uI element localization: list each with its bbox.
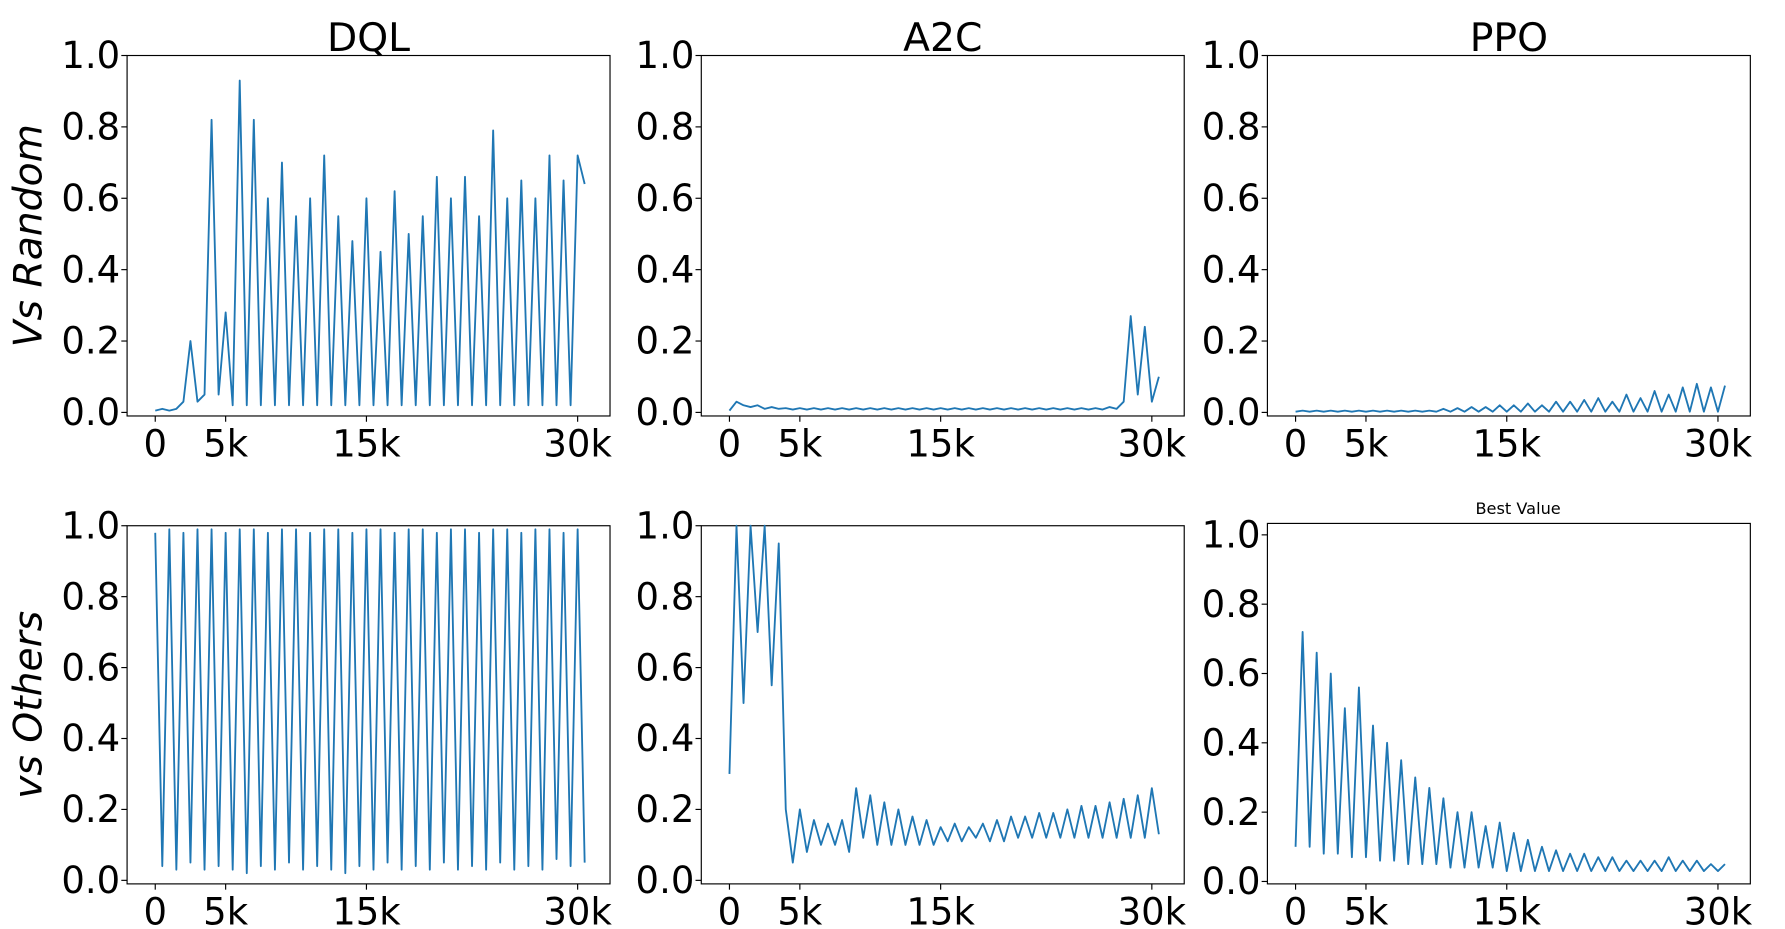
y-tick-label: 0.2 [61,788,120,831]
data-line [728,315,1160,412]
y-axis-label: Vs Random [7,124,52,347]
x-tick-label: 0 [718,422,742,465]
y-tick-label: 0.4 [61,248,120,291]
x-tick-label: 30k [543,422,612,465]
x-tick-label: 0 [143,890,167,929]
x-tick-label: 30k [1118,422,1187,465]
y-tick-label: 0.0 [61,391,120,434]
y-tick-label: 0.0 [636,391,695,434]
y-tick-label: 0.6 [1202,177,1261,220]
y-tick-label: 0.6 [636,177,695,220]
axes-frame [1266,54,1751,417]
data-line [1294,630,1726,872]
y-tick-label: 0.8 [1202,106,1261,149]
x-tick-label: 15k [332,422,401,465]
y-tick-label: 1.0 [636,504,695,547]
y-tick-label: 0.8 [61,575,120,618]
chart-title: PPO [1470,16,1548,61]
x-tick-label: 5k [1343,422,1389,465]
y-tick-label: 0.4 [636,248,695,291]
x-tick-label: 15k [1473,890,1542,929]
chart-title: DQL [327,16,410,61]
x-tick-label: 5k [777,422,823,465]
x-tick-label: 15k [906,422,975,465]
y-axis-label: vs Others [7,611,52,799]
y-tick-label: 0.2 [1202,320,1261,363]
y-tick-label: 1.0 [1202,514,1261,557]
y-tick-label: 1.0 [61,34,120,77]
x-tick-label: 0 [143,422,167,465]
axes-frame [700,525,1185,885]
y-tick-label: 0.4 [636,717,695,760]
x-tick-label: 30k [1684,422,1753,465]
x-tick-label: 5k [777,890,823,929]
x-tick-label: 30k [1118,890,1187,929]
x-tick-label: 15k [332,890,401,929]
chart-title: A2C [903,16,982,61]
y-tick-label: 0.6 [61,646,120,689]
data-line [154,528,586,875]
x-tick-label: 5k [1343,890,1389,929]
data-line [1295,382,1726,413]
y-tick-label: 0.2 [636,320,695,363]
y-tick-label: 0.8 [636,575,695,618]
y-tick-label: 0.8 [636,106,695,149]
data-line [155,79,586,412]
x-tick-label: 5k [203,422,249,465]
axes-frame [1266,522,1751,885]
axes-frame [126,54,611,417]
y-tick-label: 0.6 [636,646,695,689]
y-tick-label: 0.0 [1202,860,1261,903]
x-tick-label: 30k [1684,890,1753,929]
x-tick-label: 0 [718,890,742,929]
y-tick-label: 0.2 [636,788,695,831]
x-tick-label: 0 [1284,890,1308,929]
y-tick-label: 1.0 [636,34,695,77]
y-tick-label: 0.6 [61,177,120,220]
y-tick-label: 0.4 [1202,248,1261,291]
x-tick-label: 15k [1473,422,1542,465]
x-tick-label: 0 [1284,422,1308,465]
axes-frame [700,54,1185,417]
y-tick-label: 0.0 [636,859,695,902]
axes-frame [126,525,611,885]
x-tick-label: 30k [543,890,612,929]
chart-title: Best Value [1475,499,1560,518]
y-tick-label: 0.0 [1202,391,1261,434]
y-tick-label: 0.2 [61,320,120,363]
y-tick-label: 1.0 [61,504,120,547]
y-tick-label: 0.6 [1202,652,1261,695]
y-tick-label: 0.4 [61,717,120,760]
y-tick-label: 0.8 [61,106,120,149]
y-tick-label: 0.2 [1202,791,1261,834]
y-tick-label: 0.0 [61,859,120,902]
x-tick-label: 5k [203,890,249,929]
x-tick-label: 15k [906,890,975,929]
y-tick-label: 0.4 [1202,722,1261,765]
data-line [728,524,1160,864]
y-tick-label: 0.8 [1202,583,1261,626]
y-tick-label: 1.0 [1202,34,1261,77]
